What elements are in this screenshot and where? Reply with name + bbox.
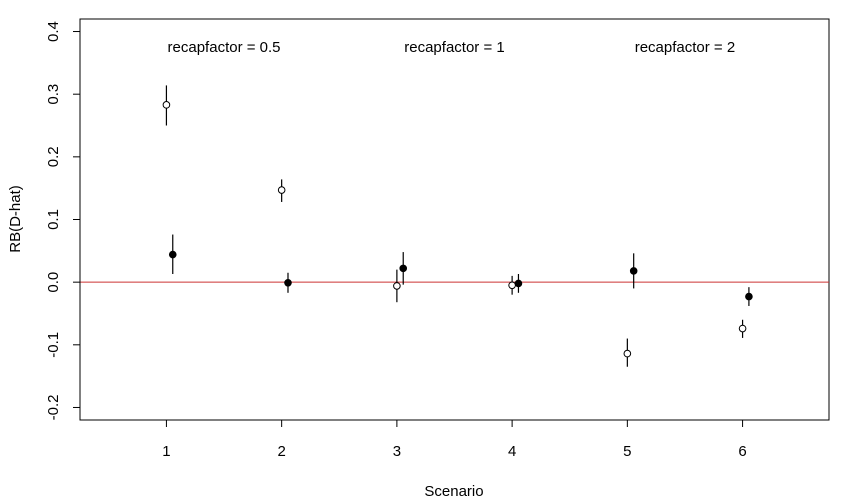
y-tick-label: 0.3	[45, 84, 62, 105]
y-tick-label: 0.4	[45, 21, 62, 42]
y-axis-label: RB(D-hat)	[7, 185, 24, 253]
y-tick-label: 0.1	[45, 209, 62, 230]
filled-point	[168, 250, 177, 259]
open-point	[738, 324, 747, 333]
recapfactor-annotation: recapfactor = 0.5	[168, 39, 281, 56]
open-point	[277, 186, 286, 194]
x-tick-label: 3	[393, 443, 401, 460]
recapfactor-annotation: recapfactor = 1	[404, 39, 504, 56]
filled-point	[745, 292, 753, 301]
x-tick-label: 4	[508, 443, 516, 460]
y-tick-label: 0.0	[45, 272, 62, 293]
x-tick-label: 5	[623, 443, 631, 460]
data-marks	[162, 85, 753, 367]
y-tick-label: -0.2	[45, 395, 62, 421]
annotations: recapfactor = 0.5 recapfactor = 1 recapfac…	[168, 39, 736, 56]
filled-point	[629, 267, 638, 275]
x-tick-label: 2	[277, 443, 285, 460]
plot-frame	[79, 18, 830, 421]
x-tick-label: 6	[738, 443, 746, 460]
recapfactor-annotation: recapfactor = 2	[635, 39, 735, 56]
open-point	[393, 282, 401, 290]
y-tick-label: -0.1	[45, 332, 62, 358]
open-point	[623, 349, 632, 358]
filled-point	[284, 278, 292, 287]
x-tick-label: 1	[162, 443, 170, 460]
x-axis-label: Scenario	[424, 483, 483, 500]
open-point	[162, 101, 171, 109]
y-axis: -0.2 -0.1 0.0 0.1 0.2 0.3 0.4	[45, 21, 81, 421]
y-tick-label: 0.2	[45, 146, 62, 167]
filled-point	[399, 264, 408, 273]
x-axis: 1 2 3 4 5 6	[162, 419, 747, 460]
filled-point	[514, 279, 523, 288]
open-point	[508, 281, 516, 290]
